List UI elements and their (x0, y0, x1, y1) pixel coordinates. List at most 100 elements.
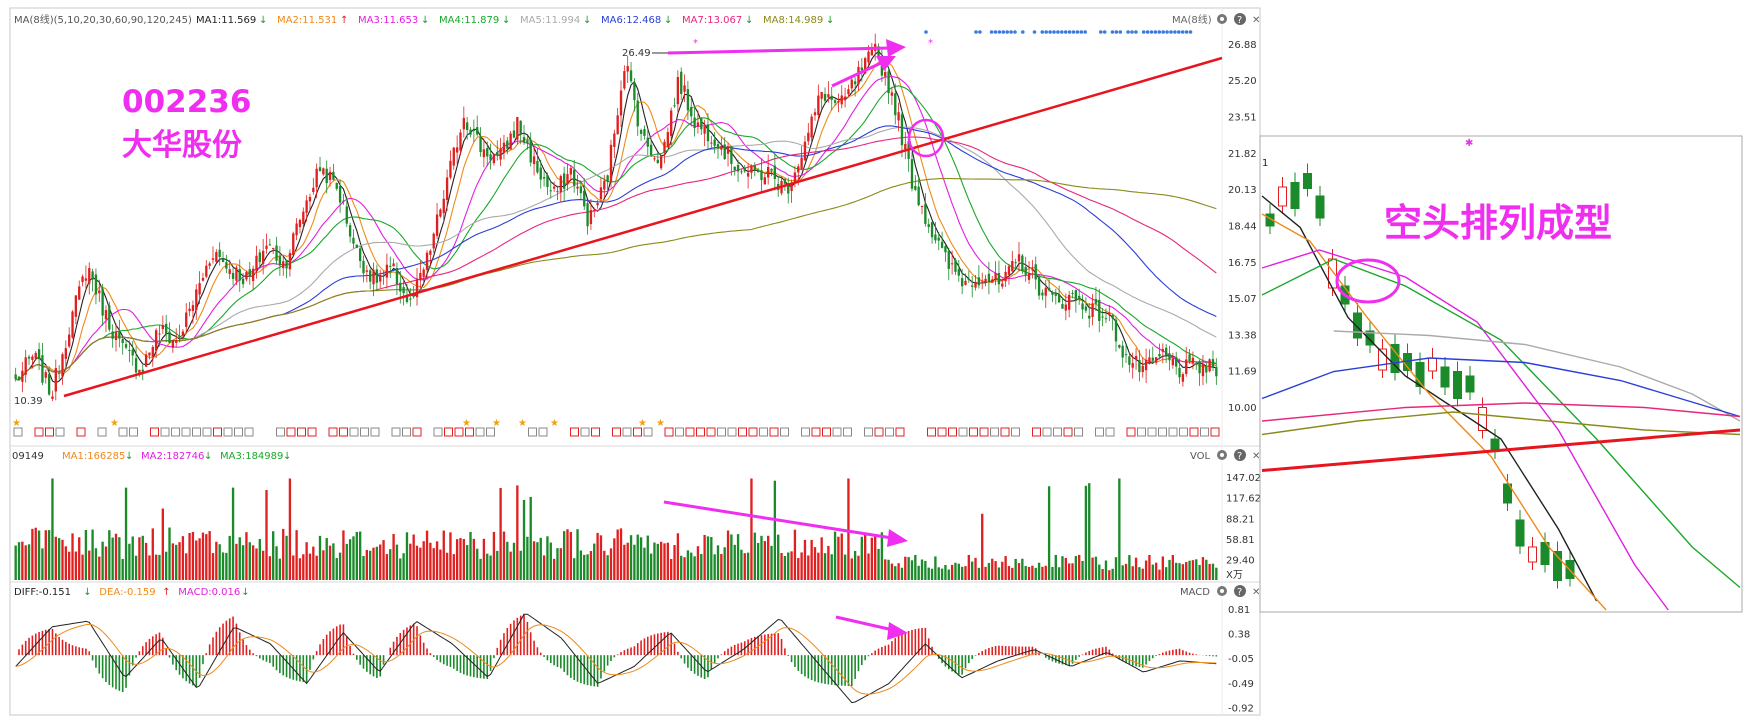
volume-bar (984, 566, 987, 580)
volume-bar (874, 536, 877, 580)
volume-bar (703, 534, 706, 580)
help-icon[interactable]: ? (1234, 449, 1246, 462)
zoom-candle-body (1540, 542, 1550, 565)
close-icon[interactable]: ✕ (1252, 587, 1260, 598)
volume-bar (88, 550, 91, 580)
help-icon[interactable]: ? (1234, 585, 1246, 598)
candle-body (255, 255, 258, 271)
volume-bar (656, 543, 659, 580)
event-box (402, 427, 411, 437)
candle-body (1024, 266, 1027, 275)
volume-bar (670, 558, 673, 580)
macd-legend-arrow: ↑ (162, 587, 170, 598)
candle-body (750, 165, 753, 173)
help-icon[interactable]: ? (1234, 13, 1246, 26)
volume-bar (1181, 564, 1185, 580)
candle-body (268, 244, 272, 246)
candle-body (606, 175, 609, 182)
gear-icon[interactable] (1217, 586, 1227, 596)
macd-legend-item: MACD:0.016 (178, 587, 240, 598)
event-box (759, 427, 768, 437)
volume-bar (1151, 564, 1154, 580)
volume-bars (14, 478, 1218, 580)
event-box (717, 427, 726, 437)
signal-dot (1079, 30, 1084, 34)
signal-dot (997, 30, 1002, 34)
volume-bar (659, 541, 663, 580)
event-box (570, 427, 579, 437)
candle-body (472, 130, 476, 132)
signal-dot (1048, 30, 1052, 34)
volume-bar (1198, 564, 1201, 580)
candle-body (114, 332, 118, 341)
volume-bar (258, 539, 261, 580)
candle-body (1101, 316, 1104, 318)
volume-bar (783, 555, 787, 580)
volume-bar (1034, 567, 1037, 580)
volume-bar (355, 531, 358, 580)
candle-body (1021, 255, 1024, 272)
signal-dot (1118, 30, 1123, 34)
event-box (454, 427, 464, 437)
candle-body (512, 130, 516, 138)
signal-dot (1180, 30, 1185, 34)
ma-line (15, 177, 1217, 381)
volume-bar (1201, 557, 1205, 580)
macd-tick-label: -0.92 (1228, 703, 1254, 714)
candle-body (599, 187, 603, 200)
volume-bar (185, 553, 188, 580)
gear-icon[interactable] (1217, 450, 1227, 460)
candle-body (509, 133, 512, 150)
candle-body (158, 333, 161, 335)
volume-bar (867, 553, 870, 580)
gear-icon[interactable] (1217, 14, 1227, 24)
ma-legend-item: MA3:11.653 (358, 15, 418, 26)
candle-body (680, 71, 683, 94)
ma-line (15, 136, 1217, 381)
volume-bar (71, 533, 74, 580)
price-tick-label: 11.69 (1228, 367, 1257, 378)
close-icon[interactable]: ✕ (1252, 15, 1260, 26)
volume-bar (770, 545, 773, 580)
candle-body (405, 296, 409, 302)
volume-bar (519, 550, 522, 580)
ma-legend-arrow: ↓ (502, 15, 510, 26)
volume-bar (84, 529, 88, 580)
volume-legend: MA1:166285 ↓ MA2:182746 ↓ MA3:184989 ↓ (62, 451, 291, 462)
candle-body (947, 250, 950, 269)
event-star-icon: ★ (110, 418, 119, 429)
volume-bar (944, 564, 947, 580)
close-icon[interactable]: ✕ (1252, 451, 1260, 462)
volume-bar (676, 533, 680, 580)
candle-body (726, 146, 730, 154)
candle-body (499, 149, 502, 160)
event-box (622, 427, 632, 437)
volume-bar (342, 530, 345, 580)
event-box (811, 427, 821, 437)
volume-bar (265, 490, 268, 580)
signal-dot (1149, 30, 1154, 34)
candle-body (1061, 304, 1064, 309)
volume-bar (509, 551, 512, 580)
event-star-icon: ★ (550, 418, 559, 429)
candle-body (703, 126, 706, 134)
candle-body (890, 92, 894, 96)
candle-body (138, 369, 141, 374)
event-box (538, 427, 548, 437)
event-box (769, 427, 779, 437)
volume-bar (158, 554, 161, 580)
candle-body (920, 206, 924, 208)
candle-body (1205, 366, 1208, 373)
ma-legend-item: MA7:13.067 (682, 15, 742, 26)
candle-body (171, 340, 175, 348)
volume-bar (947, 569, 950, 580)
volume-bar (1195, 559, 1198, 580)
candle-body (1017, 254, 1021, 262)
candle-body (496, 152, 499, 156)
volume-bar (706, 536, 710, 580)
candle-body (312, 187, 315, 193)
macd-lines (15, 613, 1217, 704)
ma-lines (15, 50, 1217, 384)
volume-bar (1175, 562, 1178, 580)
volume-bar (653, 542, 656, 580)
